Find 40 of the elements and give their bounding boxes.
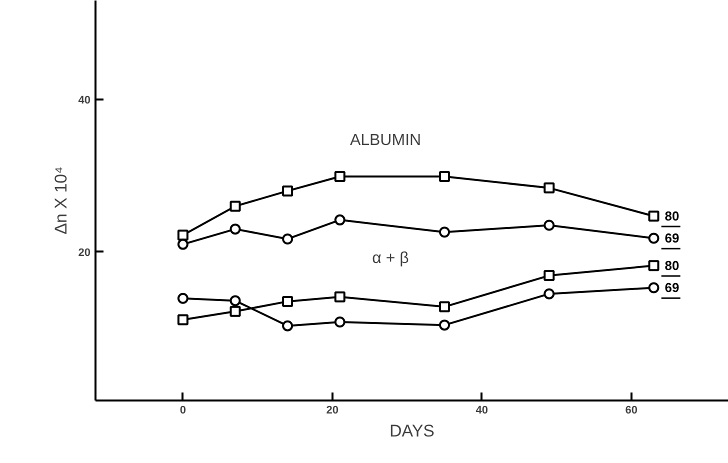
point: [439, 171, 450, 182]
x-axis-title: DAYS: [389, 422, 435, 440]
point: [334, 316, 346, 328]
point: [544, 288, 555, 300]
point: [544, 182, 555, 194]
point: [177, 292, 188, 304]
annotation: α + β: [372, 250, 409, 267]
annotation: 69: [664, 230, 680, 246]
point: [177, 230, 188, 241]
point: [544, 270, 555, 282]
point: [544, 220, 555, 231]
y-axis-title: Δn X 10⁴: [51, 166, 70, 234]
point: [282, 296, 294, 307]
point: [648, 260, 660, 272]
point: [230, 306, 241, 317]
point: [439, 320, 450, 331]
point: [439, 301, 450, 312]
point: [439, 226, 450, 238]
x-tick-label: 20: [326, 404, 339, 416]
point: [648, 282, 660, 294]
point: [282, 185, 294, 196]
annotation: 69: [664, 280, 680, 296]
point: [177, 238, 188, 250]
point: [648, 232, 660, 244]
point: [334, 171, 346, 182]
point: [648, 210, 660, 222]
x-tick-label: 60: [625, 404, 638, 416]
annotation: 80: [664, 208, 680, 224]
point: [177, 314, 188, 326]
point: [334, 214, 346, 226]
annotation: 80: [664, 258, 680, 274]
x-tick-label: 40: [476, 404, 488, 416]
point: [282, 233, 294, 244]
point: [334, 291, 346, 302]
point: [230, 295, 241, 306]
x-tick-label: 0: [180, 404, 186, 416]
point: [282, 320, 294, 332]
point: [230, 224, 241, 235]
annotation: ALBUMIN: [350, 132, 422, 149]
point: [230, 200, 241, 212]
